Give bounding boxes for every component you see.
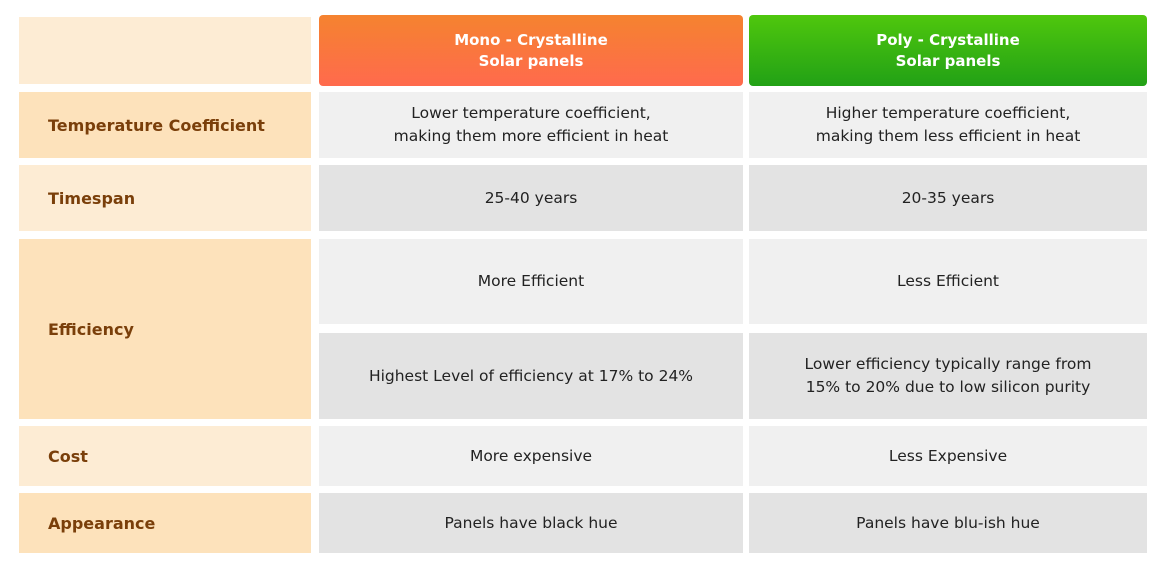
poly-appearance-cell: Panels have blu-ish hue [749, 493, 1147, 553]
mono-timespan-cell: 25-40 years [319, 165, 743, 231]
poly-timespan-cell: 20-35 years [749, 165, 1147, 231]
header-empty-cell [19, 17, 311, 84]
mono-efficiency-cell-b: Highest Level of efficiency at 17% to 24… [319, 333, 743, 419]
poly-efficiency-value-a: Less Efficient [896, 272, 1000, 290]
poly-cost-cell: Less Expensive [749, 426, 1147, 486]
poly-temperature-line1: Higher temperature coefficient, [825, 104, 1071, 122]
row-label-timespan: Timespan [19, 165, 311, 231]
poly-temperature-line2: making them less efficient in heat [815, 127, 1081, 145]
mono-efficiency-value-a: More Efficient [477, 272, 585, 290]
mono-temperature-cell: Lower temperature coefficient, making th… [319, 92, 743, 158]
row-label-text: Timespan [48, 188, 136, 208]
row-label-appearance: Appearance [19, 493, 311, 553]
poly-efficiency-line1: Lower efficiency typically range from [804, 355, 1092, 373]
poly-header-line1: Poly - Crystalline [876, 30, 1020, 49]
poly-temperature-cell: Higher temperature coefficient, making t… [749, 92, 1147, 158]
mono-cost-cell: More expensive [319, 426, 743, 486]
poly-header-line2: Solar panels [895, 51, 1001, 70]
row-label-text: Cost [48, 446, 88, 466]
mono-header-line1: Mono - Crystalline [454, 30, 608, 49]
mono-efficiency-value-b: Highest Level of efficiency at 17% to 24… [368, 366, 694, 385]
row-label-text: Appearance [48, 513, 156, 533]
row-label-text: Efficiency [48, 319, 134, 339]
mono-timespan-value: 25-40 years [484, 188, 578, 207]
poly-timespan-value: 20-35 years [901, 188, 995, 207]
row-label-text: Temperature Coefficient [48, 115, 265, 135]
poly-efficiency-cell-b: Lower efficiency typically range from 15… [749, 333, 1147, 419]
mono-appearance-cell: Panels have black hue [319, 493, 743, 553]
mono-temperature-line2: making them more efficient in heat [393, 127, 669, 145]
mono-efficiency-cell-a: More Efficient [319, 239, 743, 324]
mono-crystalline-header: Mono - Crystalline Solar panels [319, 15, 743, 86]
row-label-efficiency: Efficiency [19, 239, 311, 419]
mono-cost-value: More expensive [469, 446, 593, 465]
poly-efficiency-cell-a: Less Efficient [749, 239, 1147, 324]
poly-appearance-value: Panels have blu-ish hue [856, 513, 1040, 532]
poly-efficiency-line2: 15% to 20% due to low silicon purity [805, 378, 1091, 396]
mono-temperature-line1: Lower temperature coefficient, [411, 104, 651, 122]
poly-crystalline-header: Poly - Crystalline Solar panels [749, 15, 1147, 86]
row-label-cost: Cost [19, 426, 311, 486]
mono-appearance-value: Panels have black hue [444, 513, 618, 532]
mono-header-line2: Solar panels [478, 51, 584, 70]
poly-cost-value: Less Expensive [888, 446, 1008, 465]
row-label-temperature-coefficient: Temperature Coefficient [19, 92, 311, 158]
